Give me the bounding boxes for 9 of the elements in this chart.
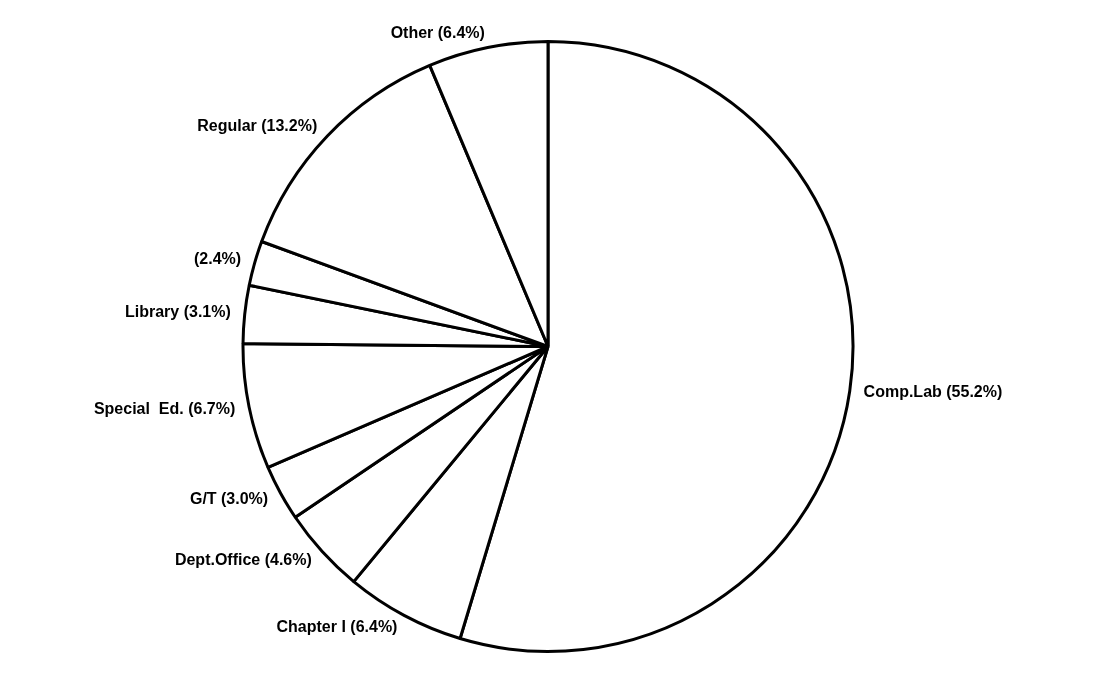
slice-label: Comp.Lab (55.2%) [863,383,1003,401]
slice-label: G/T (3.0%) [189,490,269,508]
slice-label: Dept.Office (4.6%) [174,551,312,569]
slice-label: Library (3.1%) [124,303,231,321]
slice-label: Special Ed. (6.7%) [93,399,236,417]
slice-label: Chapter I (6.4%) [276,618,398,636]
slice-label: Regular (13.2%) [197,116,318,134]
slice-label: Other (6.4%) [390,24,485,42]
data-label: (2.4%) [194,249,242,267]
